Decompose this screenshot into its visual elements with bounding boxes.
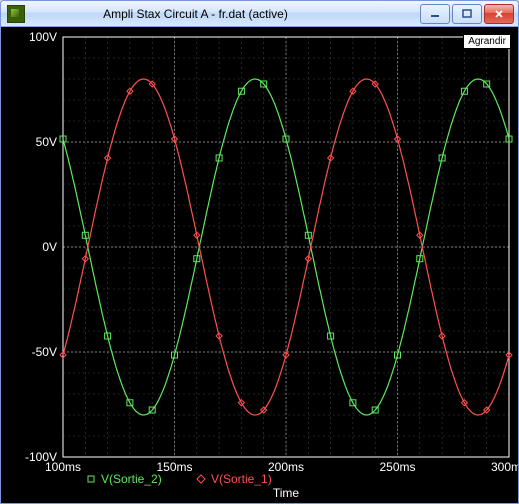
svg-text:250ms: 250ms	[379, 460, 415, 474]
svg-text:0V: 0V	[42, 240, 57, 254]
svg-text:V(Sortie_2): V(Sortie_2)	[101, 472, 162, 486]
window-title: Ampli Stax Circuit A - fr.dat (active)	[0, 7, 420, 21]
close-button[interactable]	[484, 4, 514, 24]
svg-text:-100V: -100V	[25, 450, 57, 464]
agrandir-tooltip[interactable]: Agrandir	[463, 34, 511, 49]
maximize-button[interactable]	[452, 4, 482, 24]
app-window: Ampli Stax Circuit A - fr.dat (active) 1…	[0, 0, 519, 504]
svg-text:50V: 50V	[36, 135, 57, 149]
app-icon	[7, 5, 25, 23]
svg-text:100V: 100V	[29, 30, 57, 44]
minimize-button[interactable]	[420, 4, 450, 24]
plot-area[interactable]: 100ms150ms200ms250ms300ms-100V-50V0V50V1…	[1, 27, 518, 503]
waveform-chart: 100ms150ms200ms250ms300ms-100V-50V0V50V1…	[1, 27, 519, 503]
svg-text:Time: Time	[273, 486, 300, 500]
titlebar[interactable]: Ampli Stax Circuit A - fr.dat (active)	[1, 1, 518, 27]
svg-text:300ms: 300ms	[491, 460, 519, 474]
svg-text:V(Sortie_1): V(Sortie_1)	[211, 472, 272, 486]
svg-text:150ms: 150ms	[156, 460, 192, 474]
svg-text:-50V: -50V	[32, 345, 57, 359]
window-buttons	[420, 4, 514, 24]
svg-text:200ms: 200ms	[268, 460, 304, 474]
